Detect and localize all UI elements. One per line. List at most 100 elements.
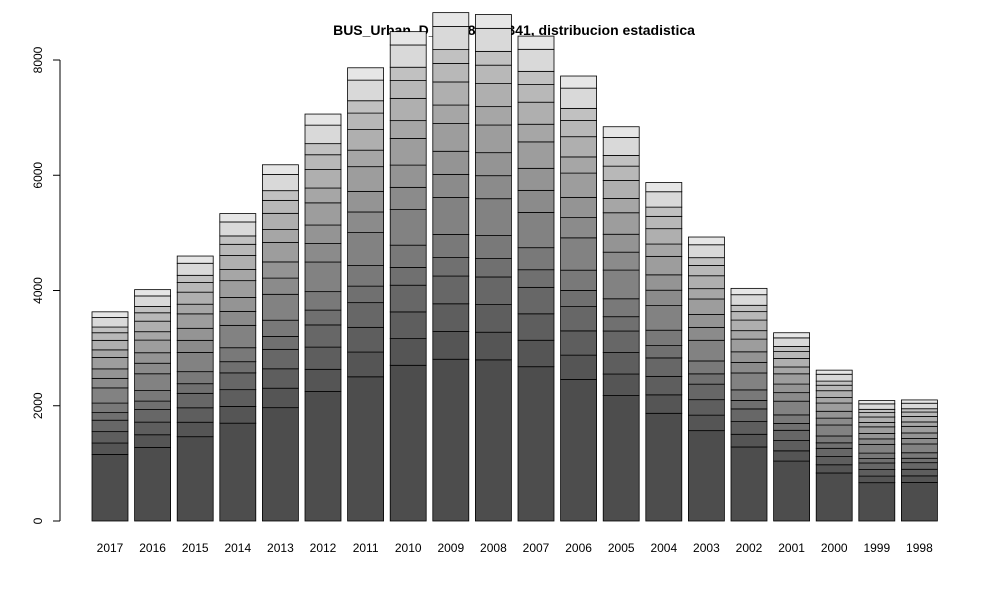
bar-segment <box>134 373 172 391</box>
bar-segment <box>389 267 427 286</box>
bar-2008 <box>474 14 512 522</box>
bar-segment <box>730 319 768 332</box>
bar-segment <box>261 407 299 522</box>
bar-segment <box>389 186 427 210</box>
bar-segment <box>432 234 470 258</box>
bar-segment <box>389 66 427 81</box>
bar-segment <box>176 282 214 293</box>
bar-segment <box>688 326 725 341</box>
x-tick-label: 2009 <box>437 541 464 555</box>
bar-segment <box>645 357 683 377</box>
bar-segment <box>304 187 342 204</box>
bar-segment <box>304 169 342 189</box>
bar-segment <box>688 383 725 401</box>
bar-segment <box>688 244 725 259</box>
bar-segment <box>474 124 512 154</box>
bar-segment <box>389 364 427 522</box>
bar-segment <box>91 431 129 444</box>
bar-segment <box>261 319 299 337</box>
bar-segment <box>261 164 299 175</box>
bar-1998 <box>901 399 938 522</box>
bar-segment <box>134 289 172 297</box>
bar-segment <box>304 291 342 311</box>
bar-segment <box>901 462 938 470</box>
bar-segment <box>858 438 896 445</box>
bar-segment <box>219 389 257 407</box>
bar-segment <box>432 26 470 51</box>
bar-segment <box>389 80 427 99</box>
bar-segment <box>474 83 512 108</box>
bar-segment <box>602 330 640 353</box>
x-tick-label: 2015 <box>182 541 209 555</box>
bar-2003 <box>688 236 725 522</box>
bar-segment <box>91 339 129 351</box>
bar-segment <box>730 389 768 401</box>
bar-segment <box>261 199 299 214</box>
bar-segment <box>389 284 427 313</box>
bar-segment <box>176 407 214 423</box>
bar-segment <box>517 313 555 341</box>
bar-segment <box>517 339 555 368</box>
bar-segment <box>815 456 853 466</box>
bar-segment <box>645 375 683 396</box>
x-tick-label: 2006 <box>565 541 592 555</box>
bar-segment <box>432 49 470 64</box>
bar-segment <box>474 235 512 259</box>
bar-segment <box>858 462 896 470</box>
bar-segment <box>773 450 810 462</box>
bar-segment <box>560 379 597 522</box>
bar-segment <box>304 113 342 126</box>
bar-segment <box>815 397 853 404</box>
bar-segment <box>347 112 385 130</box>
bar-segment <box>474 198 512 236</box>
bar-segment <box>219 372 257 391</box>
bar-segment <box>517 269 555 288</box>
bar-segment <box>560 354 597 380</box>
bar-segment <box>901 416 938 423</box>
bar-segment <box>645 289 683 306</box>
bar-segment <box>858 469 896 477</box>
bar-segment <box>560 237 597 271</box>
bar-2006 <box>560 75 597 522</box>
x-tick-label: 1999 <box>863 541 890 555</box>
bar-segment <box>858 458 896 464</box>
bar-segment <box>176 351 214 373</box>
bar-segment <box>815 402 853 412</box>
bar-segment <box>602 316 640 332</box>
bar-2001 <box>773 332 810 522</box>
bar-segment <box>219 324 257 349</box>
bar-segment <box>91 377 129 389</box>
bar-segment <box>901 438 938 445</box>
bar-segment <box>730 408 768 423</box>
bar-segment <box>602 198 640 214</box>
bar-segment <box>91 317 129 328</box>
bar-segment <box>773 429 810 441</box>
bar-segment <box>602 233 640 253</box>
bar-segment <box>730 400 768 410</box>
bar-segment <box>432 331 470 360</box>
bar-segment <box>389 31 427 46</box>
bar-segment <box>347 67 385 81</box>
bar-2009 <box>432 12 470 522</box>
bar-segment <box>474 27 512 52</box>
bar-segment <box>389 120 427 139</box>
x-tick-label: 2005 <box>608 541 635 555</box>
bar-segment <box>517 123 555 143</box>
bar-segment <box>773 460 810 522</box>
bar-segment <box>730 361 768 374</box>
bar-segment <box>773 358 810 368</box>
bar-segment <box>432 358 470 522</box>
bar-segment <box>91 419 129 433</box>
bar-segment <box>602 180 640 199</box>
bar-2000 <box>815 369 853 522</box>
bar-segment <box>517 141 555 169</box>
bar-segment <box>858 416 896 423</box>
bar-segment <box>134 434 172 448</box>
bar-segment <box>688 236 725 246</box>
bar-segment <box>91 412 129 421</box>
bar-segment <box>219 347 257 363</box>
bar-segment <box>730 311 768 321</box>
bar-segment <box>773 337 810 347</box>
bar-2002 <box>730 287 768 522</box>
bar-segment <box>432 303 470 332</box>
